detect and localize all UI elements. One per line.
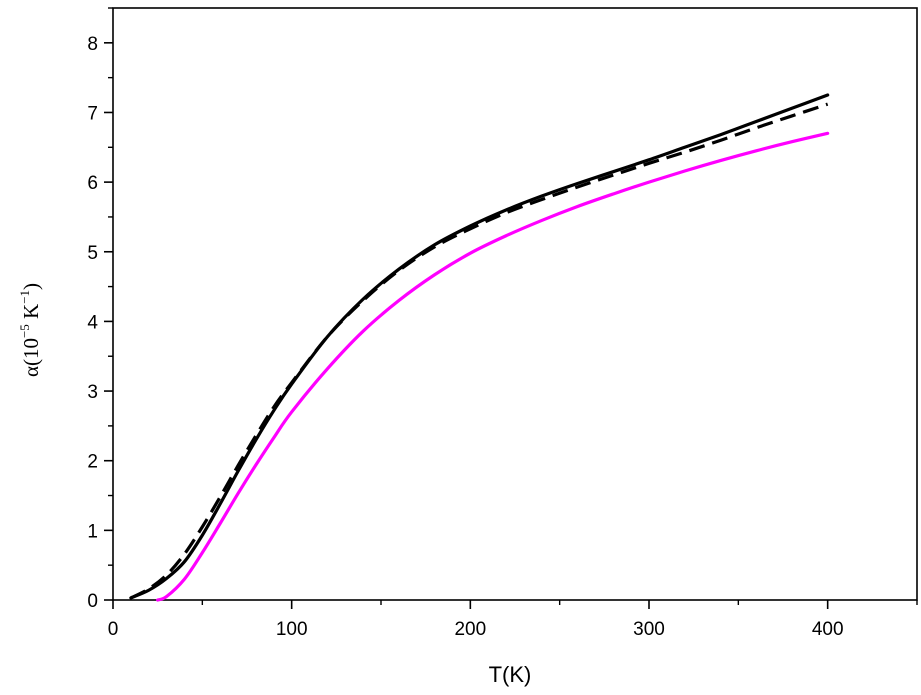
y-tick-label: 7 [87,103,98,124]
y-tick-label: 1 [87,521,98,542]
plot-frame [112,7,918,601]
y-axis-title-suffix: ) [19,283,43,290]
x-tick-label: 100 [276,619,308,640]
series-layer [129,93,830,602]
x-tick-label: 200 [454,619,486,640]
y-tick-label: 8 [87,34,98,55]
series-line-3 [156,131,830,602]
y-tick-label: 0 [87,591,98,612]
y-tick-label: 6 [87,173,98,194]
y-tick-label: 5 [87,243,98,264]
x-tick-label: 0 [108,619,119,640]
y-axis-title-exp1: −5 [17,324,32,338]
x-tick-label: 300 [633,619,665,640]
plot-border [112,7,918,601]
series-line-1 [129,93,830,600]
y-axis-title-unit: K [19,304,43,324]
axis-ticks [104,7,918,609]
series-line-2 [130,102,829,600]
y-tick-label: 4 [87,312,98,333]
y-axis-title-prefix: α(10 [19,338,43,377]
x-tick-label: 400 [812,619,844,640]
x-axis-title: T(K) [489,662,532,687]
y-axis-title-exp2: −1 [17,290,32,304]
y-tick-label: 2 [87,452,98,473]
tick-labels: 0 100 200 300 400 0 1 2 3 4 5 6 7 8 [87,34,843,640]
y-axis-title: α(10−5 K−1) [17,283,43,377]
y-tick-label: 3 [87,382,98,403]
